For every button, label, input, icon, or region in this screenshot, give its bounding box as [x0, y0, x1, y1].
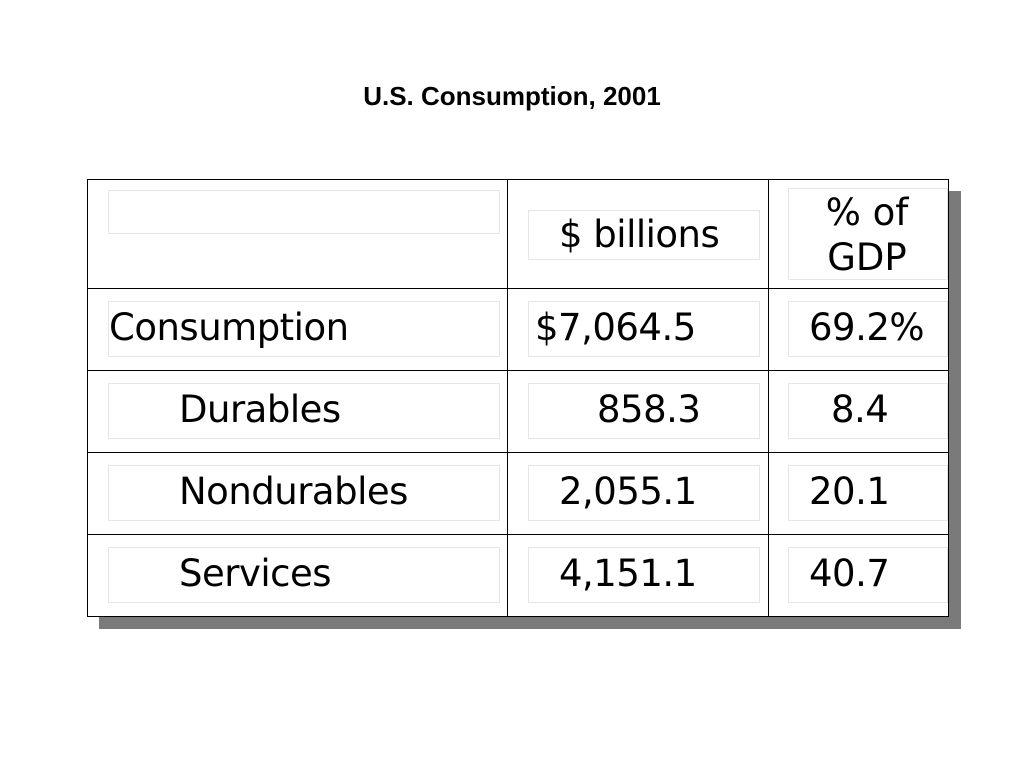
header-pct-line1: % of	[825, 191, 909, 234]
row-pct-cell: 8.4	[788, 383, 948, 439]
row-pct-cell: 40.7	[788, 547, 948, 603]
row-billions: 2,055.1	[559, 470, 697, 513]
table-row: Durables 858.3 8.4	[88, 370, 948, 452]
header-label-cell	[108, 190, 500, 234]
row-label: Services	[179, 552, 332, 595]
row-pct-cell: 69.2%	[788, 301, 948, 357]
slide-title: U.S. Consumption, 2001	[363, 81, 661, 111]
column-divider	[507, 180, 508, 616]
header-billions: $ billions	[559, 213, 720, 256]
row-billions: 4,151.1	[559, 552, 697, 595]
table-header-row: $ billions % of GDP	[88, 180, 948, 288]
table-row: Consumption $7,064.5 69.2%	[88, 288, 948, 370]
row-label-cell: Consumption	[108, 301, 500, 357]
header-pct-line2: GDP	[827, 236, 907, 279]
row-pct: 8.4	[831, 388, 889, 431]
row-billions: $7,064.5	[535, 306, 696, 349]
row-label: Consumption	[109, 306, 349, 349]
row-label-cell: Services	[108, 547, 500, 603]
row-pct: 40.7	[809, 552, 890, 595]
row-label: Nondurables	[179, 470, 408, 513]
header-billions-cell: $ billions	[528, 210, 760, 260]
row-billions: 858.3	[597, 388, 701, 431]
row-pct-cell: 20.1	[788, 465, 948, 521]
row-billions-cell: 858.3	[528, 383, 760, 439]
row-pct: 20.1	[809, 470, 890, 513]
row-label-cell: Nondurables	[108, 465, 500, 521]
column-divider	[768, 180, 769, 616]
header-pct-cell: % of GDP	[788, 188, 948, 280]
consumption-table: $ billions % of GDP Consumption $7,064.5…	[87, 179, 949, 617]
row-label: Durables	[179, 388, 341, 431]
table-row: Nondurables 2,055.1 20.1	[88, 452, 948, 534]
row-label-cell: Durables	[108, 383, 500, 439]
row-billions-cell: 4,151.1	[528, 547, 760, 603]
row-billions-cell: 2,055.1	[528, 465, 760, 521]
row-billions-cell: $7,064.5	[528, 301, 760, 357]
row-pct: 69.2%	[809, 306, 925, 349]
table-row: Services 4,151.1 40.7	[88, 534, 948, 616]
